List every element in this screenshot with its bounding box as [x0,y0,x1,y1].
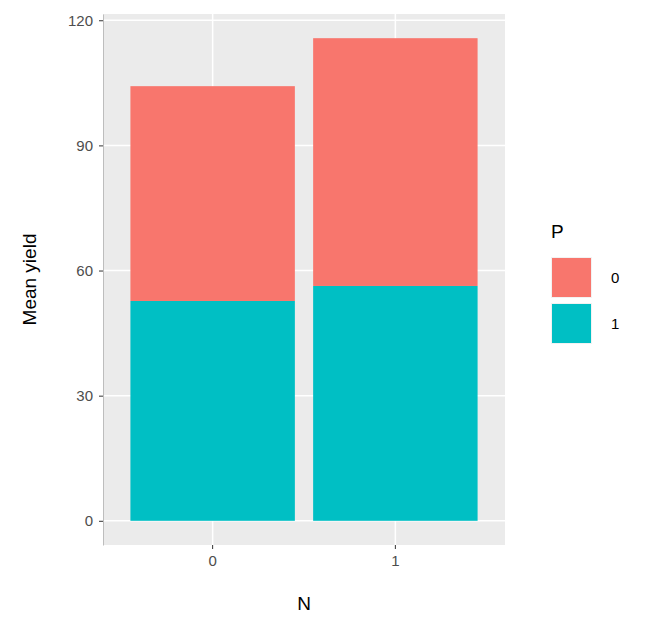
chart: 030609012001NMean yieldP01 [0,0,652,633]
legend-swatch [552,304,591,343]
y-tick-mark [99,20,103,21]
bar [313,286,477,521]
x-axis-title: N [297,593,311,614]
legend-title: P [551,221,564,242]
y-tick-label: 30 [76,387,93,404]
y-tick: 30 [76,387,103,404]
y-axis-line [103,15,104,546]
x-axis-line [104,545,506,546]
legend-label: 0 [611,269,619,286]
x-tick-label: 1 [391,552,399,569]
y-tick: 120 [68,12,103,29]
grid-line [103,20,505,22]
y-tick-label: 120 [68,12,93,29]
y-axis-title: Mean yield [19,234,40,326]
legend-key-background [551,257,592,298]
legend-key-background [551,303,592,344]
x-tick-mark [395,545,396,549]
y-tick-label: 60 [76,262,93,279]
x-tick: 0 [208,545,216,569]
grid [103,14,505,545]
legend: P 0 1 [551,221,619,344]
y-tick: 90 [76,137,103,154]
y-tick: 60 [76,262,103,279]
plot-background [103,14,505,545]
y-tick-label: 0 [85,512,93,529]
legend-label: 1 [611,315,619,332]
y-tick-mark [99,145,103,146]
y-tick-mark [99,271,103,272]
y-tick-mark [99,396,103,397]
bar [130,86,294,301]
legend-swatch [552,258,591,297]
y-tick-mark [99,521,103,522]
bar [130,301,294,521]
bars [130,38,477,521]
x-axis: 01 [104,545,506,569]
x-tick-mark [212,545,213,549]
y-tick: 0 [85,512,103,529]
x-tick-label: 0 [208,552,216,569]
y-axis: 0 30 60 90 120 [68,12,104,546]
y-tick-label: 90 [76,137,93,154]
bar [313,38,477,286]
x-tick: 1 [391,545,399,569]
